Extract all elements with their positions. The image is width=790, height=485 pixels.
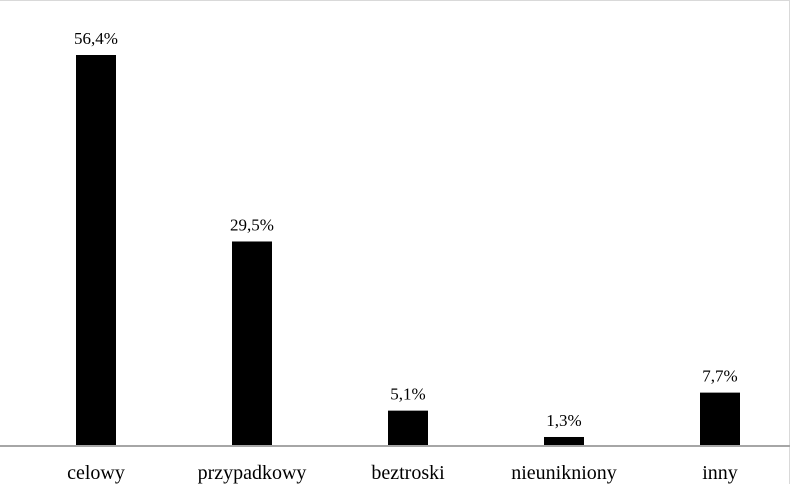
category-label-nieunikniony: nieunikniony <box>511 462 617 484</box>
category-label-inny: inny <box>702 462 738 484</box>
bar-celowy <box>76 55 116 446</box>
bar-beztroski <box>388 410 428 446</box>
bar-nieunikniony <box>544 436 584 446</box>
category-label-beztroski: beztroski <box>371 462 445 484</box>
bar-przypadkowy <box>232 241 272 446</box>
data-label-inny: 7,7% <box>702 367 737 386</box>
category-label-przypadkowy: przypadkowy <box>198 462 307 484</box>
category-label-celowy: celowy <box>67 462 125 484</box>
bars-layer <box>76 55 740 446</box>
bar-inny <box>700 392 740 446</box>
data-label-nieunikniony: 1,3% <box>546 411 581 430</box>
data-label-przypadkowy: 29,5% <box>230 215 274 234</box>
value-labels-layer: 56,4% 29,5% 5,1% 1,3% 7,7% <box>74 29 738 430</box>
data-label-celowy: 56,4% <box>74 29 118 48</box>
category-labels-layer: celowy przypadkowy beztroski nieunikniony in… <box>67 462 738 484</box>
data-label-beztroski: 5,1% <box>390 385 425 404</box>
